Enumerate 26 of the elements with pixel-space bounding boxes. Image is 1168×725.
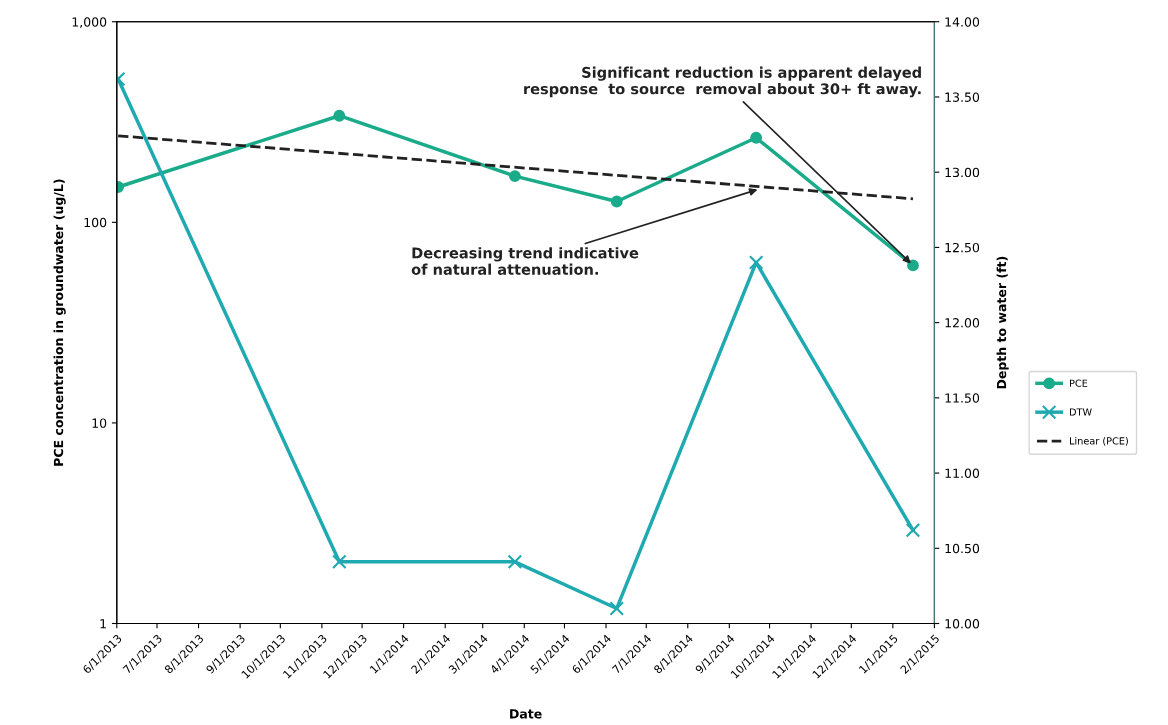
y2-tick-label: 11.50	[945, 393, 980, 403]
y-axis-title: PCE concentration in groundwater (ug/L)	[53, 179, 66, 466]
legend-label: DTW	[1070, 408, 1092, 416]
y2-tick-label: 13.50	[945, 92, 980, 102]
y-tick-label: 10	[92, 418, 107, 428]
y-tick-label: 1,000	[72, 17, 107, 28]
y2-tick-label: 12.00	[945, 318, 980, 328]
point	[750, 131, 763, 144]
y2-tick-label: 14.00	[945, 17, 980, 27]
y2-axis-title: Depth to water (ft)	[996, 256, 1009, 389]
legend-label: Linear (PCE)	[1070, 437, 1128, 446]
point	[333, 109, 346, 122]
annotation: Decreasing trend indicative of natural attenuation.	[411, 247, 639, 275]
x-axis-title: Date	[510, 709, 542, 719]
y-tick-label: 1	[100, 619, 106, 629]
y2-tick-label: 11.00	[945, 468, 980, 478]
y2-tick-label: 10.50	[945, 543, 980, 554]
annotation: Significant reduction is apparent delayed response to source removal about 30+ ft away.	[524, 66, 921, 98]
y-tick-label: 100	[84, 217, 107, 228]
y2-tick-label: 12.50	[945, 242, 980, 253]
legend-label: PCE	[1070, 379, 1088, 387]
point	[907, 259, 919, 272]
y2-tick-label: 10.00	[945, 618, 980, 629]
point	[508, 170, 521, 183]
point	[610, 195, 623, 208]
y2-tick-label: 13.00	[945, 167, 980, 178]
